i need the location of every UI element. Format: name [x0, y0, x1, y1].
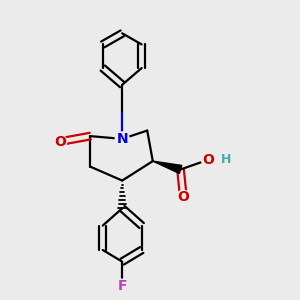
Circle shape: [115, 132, 129, 146]
Circle shape: [53, 135, 67, 148]
Text: N: N: [116, 132, 128, 146]
Text: O: O: [177, 190, 189, 204]
Circle shape: [115, 279, 129, 293]
Text: O: O: [54, 135, 66, 149]
Polygon shape: [153, 161, 182, 173]
Circle shape: [201, 153, 215, 167]
Circle shape: [176, 190, 190, 204]
Text: F: F: [118, 279, 127, 293]
Text: H: H: [221, 153, 232, 166]
Text: O: O: [202, 153, 214, 167]
Circle shape: [220, 154, 232, 166]
